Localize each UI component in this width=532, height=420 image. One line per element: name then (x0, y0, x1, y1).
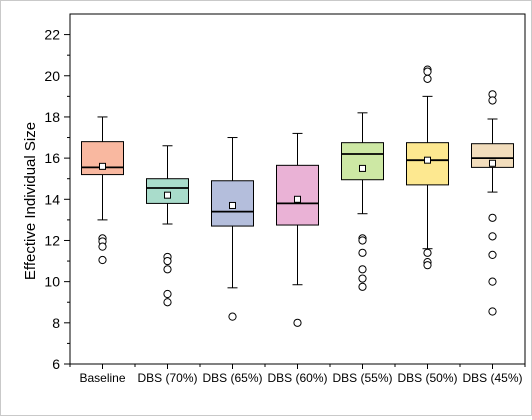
outlier-point (423, 67, 432, 76)
outlier-point (423, 261, 432, 270)
outlier-point (358, 265, 367, 274)
box-group (146, 145, 189, 307)
outlier-point (423, 74, 432, 83)
y-tick-label: 20 (44, 68, 60, 84)
y-tick-label: 18 (44, 109, 60, 125)
x-category-label: DBS (60%) (267, 371, 327, 385)
box-group (276, 132, 319, 327)
y-tick-label: 14 (44, 191, 60, 207)
mean-marker (424, 156, 431, 164)
y-axis-title: Effective Individual Size (22, 122, 39, 280)
outlier-point (358, 282, 367, 291)
box-group (211, 137, 254, 321)
labels: 6 8 10 12 14 16 18 20 22 Baseline DBS (70%) DBS (65… (44, 27, 522, 385)
outlier-point (358, 236, 367, 245)
x-category-label: DBS (70%) (137, 371, 197, 385)
outlier-point (98, 242, 107, 251)
box-iqr (276, 164, 319, 226)
box-iqr (406, 142, 449, 186)
outlier-point (488, 213, 497, 222)
y-tick-label: 10 (44, 274, 60, 290)
mean-marker (229, 201, 236, 209)
mean-marker (164, 191, 171, 199)
y-tick-label: 6 (52, 356, 60, 372)
box-iqr (211, 180, 254, 227)
mean-marker (489, 159, 496, 167)
outlier-point (163, 298, 172, 307)
box-group (341, 112, 384, 291)
x-category-label: DBS (65%) (202, 371, 262, 385)
x-category-label: DBS (45%) (462, 371, 522, 385)
mean-marker (99, 162, 106, 170)
outlier-point (293, 318, 302, 327)
outlier-point (228, 312, 237, 321)
box-iqr (146, 178, 189, 204)
x-category-label: DBS (50%) (397, 371, 457, 385)
outlier-point (488, 232, 497, 241)
outlier-point (488, 277, 497, 286)
outlier-point (98, 255, 107, 265)
mean-marker (359, 164, 366, 172)
outlier-point (358, 248, 367, 257)
axes (64, 13, 526, 369)
box-group (471, 90, 514, 316)
outlier-point (488, 96, 497, 105)
outlier-point (163, 265, 172, 274)
outlier-point (163, 289, 172, 299)
y-tick-label: 8 (52, 315, 60, 331)
outlier-point (163, 256, 172, 266)
box-iqr (341, 142, 384, 181)
box-group (81, 116, 124, 265)
outlier-point (423, 248, 432, 257)
box-group (406, 65, 449, 270)
mean-marker (294, 195, 301, 203)
outlier-point (358, 274, 367, 283)
y-tick-label: 22 (44, 27, 60, 43)
outlier-point (488, 307, 497, 316)
box-iqr (471, 143, 514, 168)
y-tick-label: 16 (44, 150, 60, 166)
boxes (81, 65, 514, 327)
x-category-label: DBS (55%) (332, 371, 392, 385)
x-category-label: Baseline (79, 371, 125, 385)
outlier-point (488, 250, 497, 259)
y-tick-label: 12 (44, 232, 60, 248)
